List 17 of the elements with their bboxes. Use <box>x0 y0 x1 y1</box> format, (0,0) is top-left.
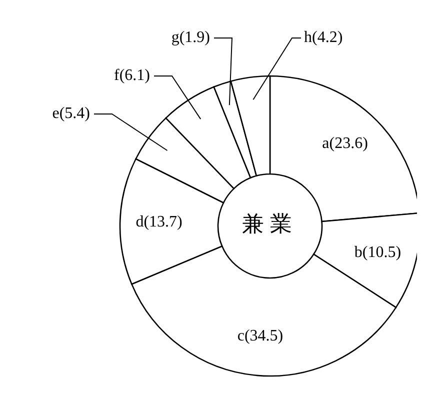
slice-label: d <box>136 213 144 230</box>
slice-label: b <box>354 243 362 260</box>
slice-label: h <box>304 28 312 46</box>
data-label: (4.2) <box>312 28 343 46</box>
data-label: (6.1) <box>119 66 150 84</box>
data-label: (5.4) <box>59 104 90 122</box>
slice-label: c <box>237 327 244 344</box>
data-label: (23.6) <box>329 134 368 152</box>
data-label: (13.7) <box>144 213 182 230</box>
text: 兼業 <box>242 211 298 236</box>
slice-label: e <box>52 104 60 122</box>
slice-label: f <box>114 66 120 84</box>
slice-label: g <box>171 28 180 46</box>
data-label: (10.5) <box>362 243 402 260</box>
data-label: (1.9) <box>179 28 210 46</box>
slice-label: a <box>322 134 330 152</box>
data-label: (34.5) <box>244 327 284 344</box>
